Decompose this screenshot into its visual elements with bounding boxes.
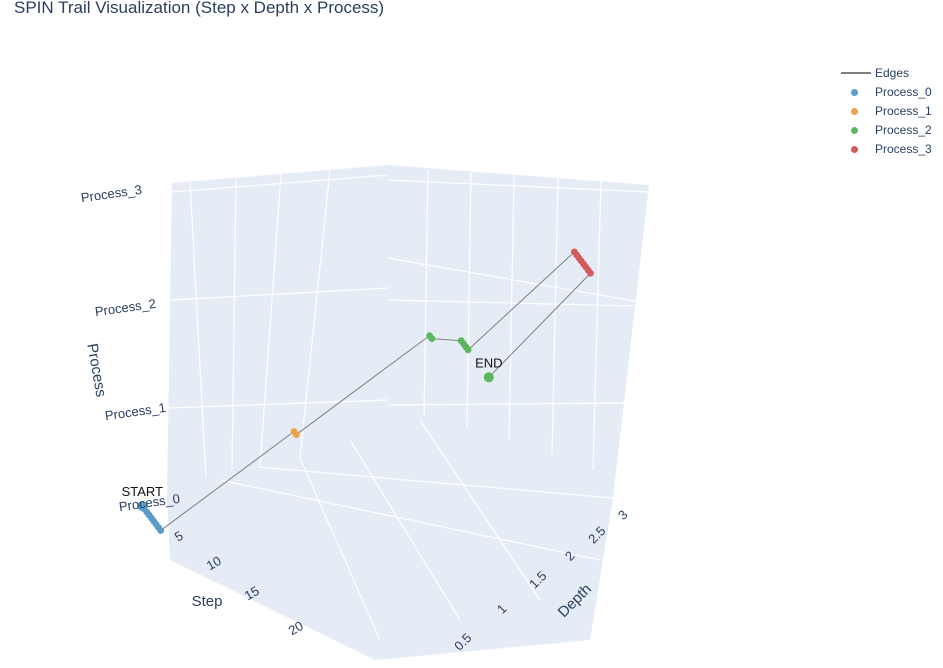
tick-process: Process_2 — [94, 296, 157, 319]
start-point[interactable] — [137, 501, 148, 512]
legend-dot-icon — [838, 105, 870, 117]
annotation-start: START — [122, 484, 163, 499]
chart-title: SPIN Trail Visualization (Step x Depth x… — [14, 0, 385, 17]
data-point-process-2[interactable] — [464, 346, 472, 354]
data-point-process-0[interactable] — [157, 527, 165, 534]
legend-label: Process_2 — [875, 122, 932, 137]
tick-step: 15 — [242, 583, 262, 603]
legend-item-process-0[interactable]: Process_0 — [838, 82, 932, 101]
legend-item-process-1[interactable]: Process_1 — [838, 101, 932, 120]
pane-step-process — [167, 165, 388, 497]
axis-label-process: Process — [83, 342, 109, 398]
gridlines — [167, 169, 650, 641]
tick-step: 10 — [204, 553, 224, 573]
edge-line — [467, 251, 575, 351]
data-point-process-3[interactable] — [587, 269, 594, 277]
legend-item-edges[interactable]: Edges — [838, 63, 932, 82]
data-point-process-1[interactable] — [292, 431, 300, 438]
legend-label: Process_0 — [875, 84, 932, 99]
tick-step: 20 — [286, 618, 306, 638]
legend-dot-icon — [838, 124, 870, 136]
legend-label: Process_3 — [875, 141, 932, 156]
tick-process: Process_1 — [104, 400, 167, 423]
legend-dot-icon — [838, 86, 870, 98]
legend-item-process-2[interactable]: Process_2 — [838, 120, 932, 139]
edge-line — [488, 272, 591, 378]
axis-label-step: Step — [192, 593, 223, 610]
data-point-process-2[interactable] — [428, 335, 436, 343]
data-points[interactable] — [137, 248, 594, 534]
edge-line — [431, 338, 462, 342]
legend-item-process-3[interactable]: Process_3 — [838, 139, 932, 158]
annotation-end: END — [475, 355, 502, 370]
end-point[interactable] — [483, 372, 494, 383]
annotations: START END — [122, 355, 503, 499]
legend-dot-icon — [838, 143, 870, 155]
edge-line — [160, 431, 295, 531]
tick-depth: 3 — [615, 507, 631, 523]
edge-line — [296, 335, 430, 435]
tick-process: Process_3 — [80, 182, 143, 205]
legend-line-icon — [838, 67, 871, 79]
pane-floor — [167, 407, 613, 660]
legend[interactable]: Edges Process_0 Process_1 Process_2 Process_… — [838, 63, 932, 158]
legend-label: Edges — [875, 65, 910, 80]
axis-panes — [167, 165, 649, 660]
pane-depth-process — [386, 165, 649, 498]
legend-label: Process_1 — [875, 103, 932, 118]
